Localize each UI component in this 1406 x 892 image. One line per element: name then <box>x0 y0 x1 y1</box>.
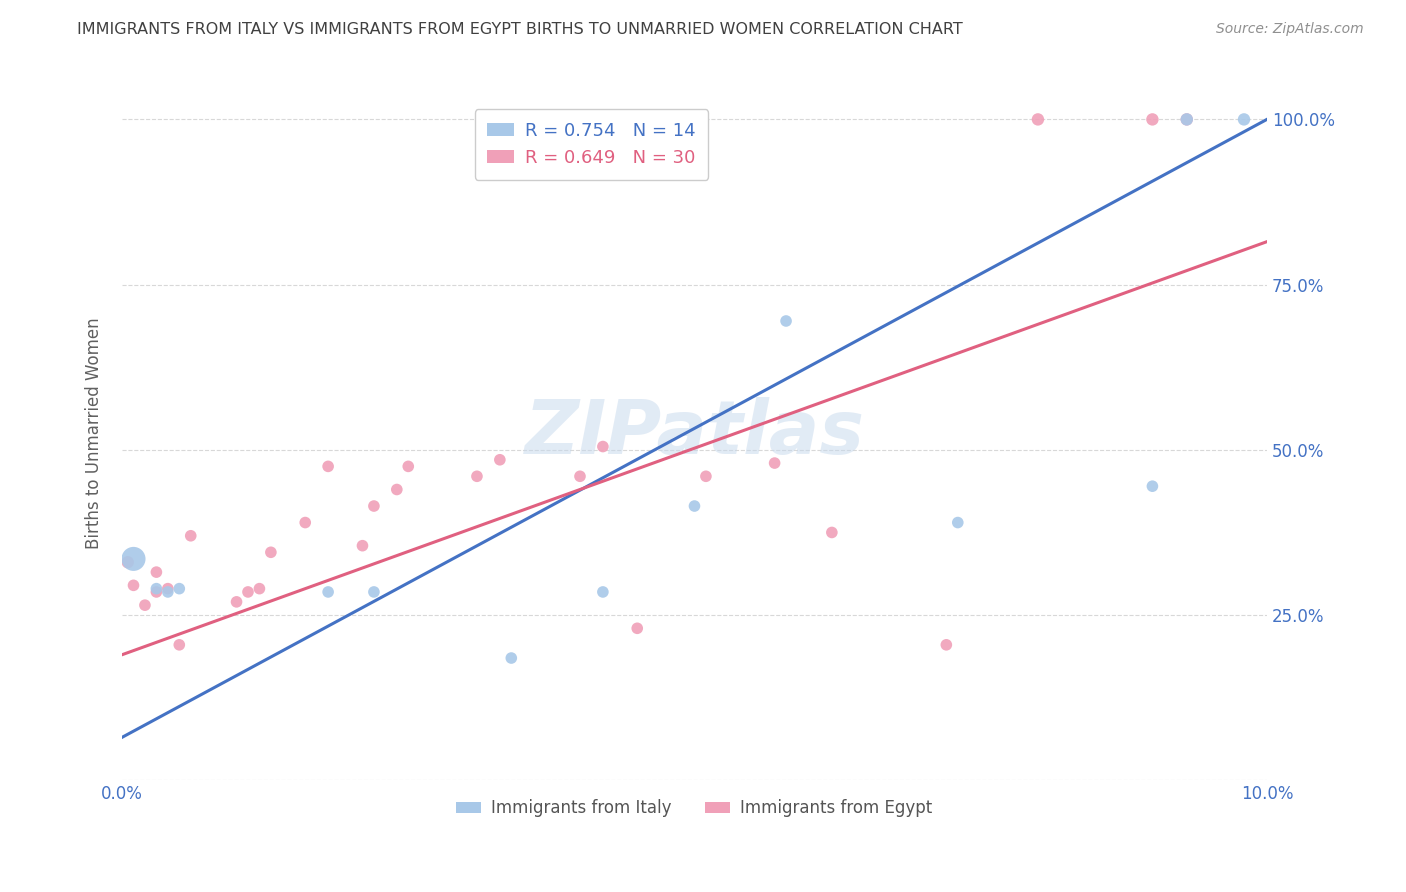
Point <box>626 621 648 635</box>
Point <box>1026 112 1049 127</box>
Point <box>169 582 191 596</box>
Point <box>1175 112 1198 127</box>
Point <box>935 638 957 652</box>
Point <box>156 582 179 596</box>
Point <box>1142 112 1164 127</box>
Point <box>117 555 139 569</box>
Legend: Immigrants from Italy, Immigrants from Egypt: Immigrants from Italy, Immigrants from E… <box>450 793 939 824</box>
Point <box>763 456 786 470</box>
Point <box>592 440 614 454</box>
Point <box>156 585 179 599</box>
Point <box>294 516 316 530</box>
Point <box>180 529 202 543</box>
Point <box>1175 112 1198 127</box>
Point <box>249 582 271 596</box>
Point <box>821 525 844 540</box>
Point <box>145 582 167 596</box>
Point <box>396 459 419 474</box>
Point <box>169 638 191 652</box>
Point <box>134 598 156 612</box>
Point <box>236 585 259 599</box>
Point <box>1233 112 1256 127</box>
Point <box>501 651 523 665</box>
Point <box>363 499 385 513</box>
Point <box>363 585 385 599</box>
Point <box>316 585 339 599</box>
Point <box>122 552 145 566</box>
Point <box>489 452 512 467</box>
Point <box>683 499 706 513</box>
Point <box>385 483 408 497</box>
Point <box>122 578 145 592</box>
Point <box>316 459 339 474</box>
Point <box>775 314 797 328</box>
Y-axis label: Births to Unmarried Women: Births to Unmarried Women <box>86 318 103 549</box>
Point <box>946 516 969 530</box>
Point <box>569 469 592 483</box>
Point <box>145 565 167 579</box>
Point <box>225 595 247 609</box>
Point <box>145 585 167 599</box>
Text: Source: ZipAtlas.com: Source: ZipAtlas.com <box>1216 22 1364 37</box>
Text: IMMIGRANTS FROM ITALY VS IMMIGRANTS FROM EGYPT BIRTHS TO UNMARRIED WOMEN CORRELA: IMMIGRANTS FROM ITALY VS IMMIGRANTS FROM… <box>77 22 963 37</box>
Text: ZIPatlas: ZIPatlas <box>524 397 865 470</box>
Point <box>1142 479 1164 493</box>
Point <box>592 585 614 599</box>
Point <box>465 469 488 483</box>
Point <box>352 539 374 553</box>
Point <box>260 545 283 559</box>
Point <box>695 469 717 483</box>
